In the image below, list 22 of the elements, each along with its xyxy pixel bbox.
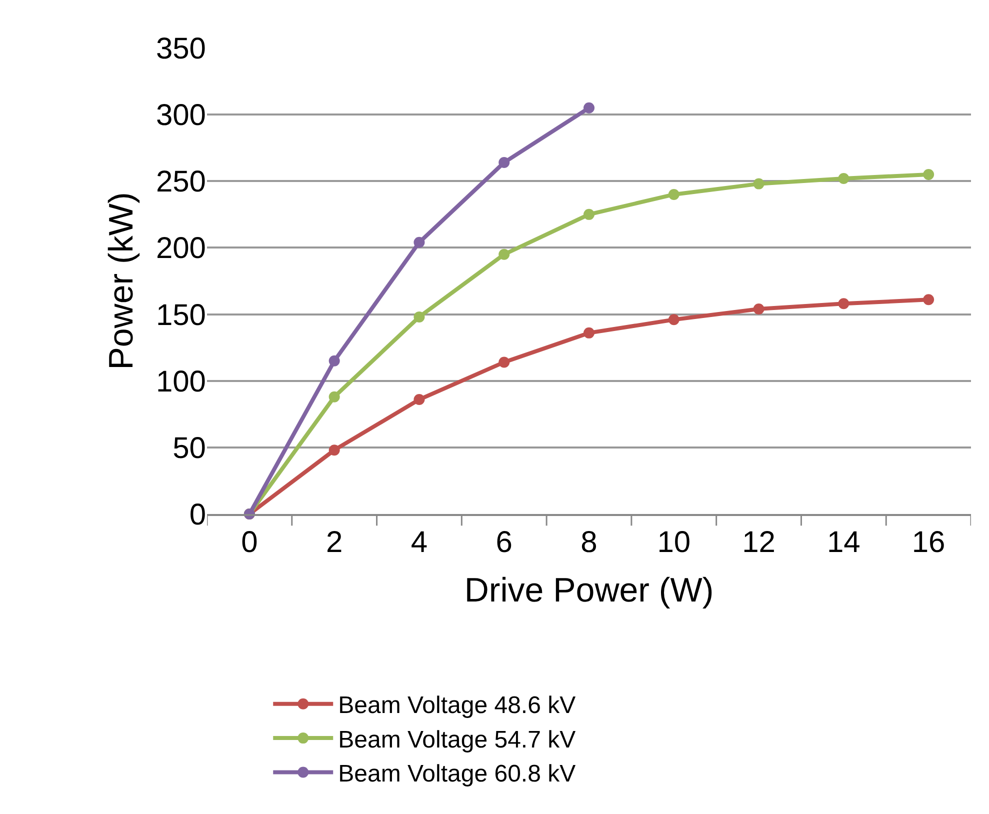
y-tick-label: 300 (156, 99, 206, 132)
x-tick-label: 6 (496, 526, 512, 559)
x-tick-label: 8 (580, 526, 598, 559)
y-axis-title: Power (kW) (102, 192, 141, 370)
y-tick-label: 200 (156, 232, 206, 266)
x-tick-label: 10 (657, 526, 691, 559)
y-tick-label: 50 (172, 432, 206, 465)
legend-label: Beam Voltage 54.7 kV (338, 726, 576, 754)
x-axis-title: Drive Power (W) (464, 572, 714, 610)
y-tick-label: 100 (156, 365, 206, 398)
y-tick-label: 150 (156, 298, 206, 332)
x-tick-label: 14 (826, 526, 860, 559)
x-tick-label: 0 (241, 526, 258, 559)
x-tick-label: 2 (326, 526, 343, 559)
legend-label: Beam Voltage 48.6 kV (338, 692, 576, 720)
x-tick-label: 12 (742, 526, 776, 559)
legend-label: Beam Voltage 60.8 kV (338, 760, 576, 788)
y-tick-label: 350 (156, 32, 206, 66)
y-tick-label: 250 (156, 166, 206, 199)
x-tick-label: 16 (912, 526, 946, 559)
x-tick-label: 4 (410, 526, 428, 559)
y-tick-label: 0 (189, 498, 206, 532)
